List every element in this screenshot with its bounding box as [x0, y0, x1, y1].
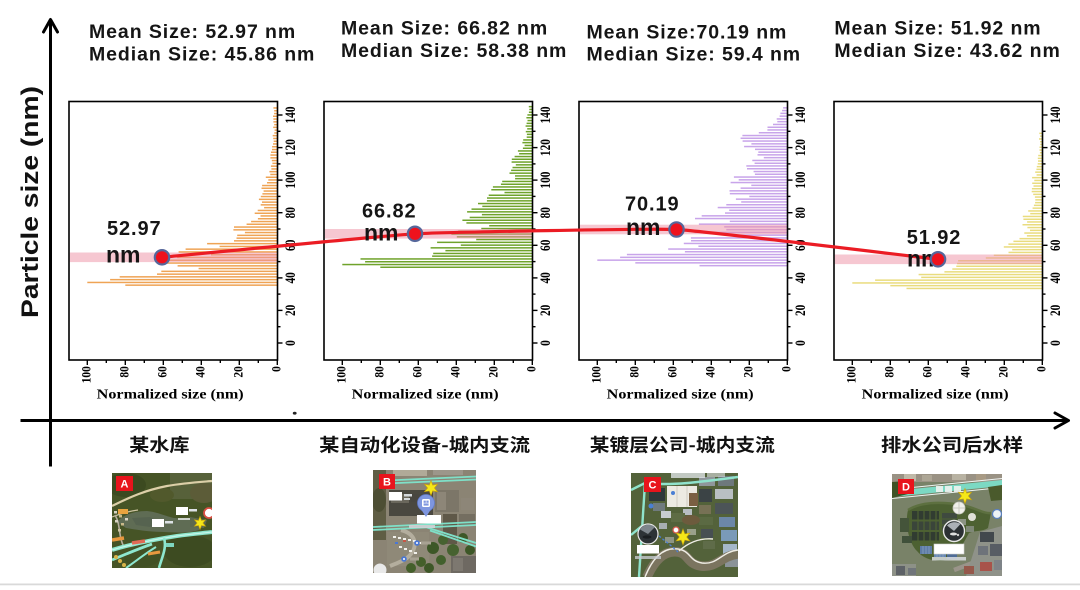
svg-text:100: 100 [1048, 172, 1064, 189]
svg-text:120: 120 [283, 139, 299, 156]
svg-text:80: 80 [626, 366, 641, 377]
svg-text:nm: nm [626, 214, 661, 240]
svg-text:51.92: 51.92 [907, 227, 962, 249]
svg-text:40: 40 [702, 366, 717, 377]
svg-text:60: 60 [919, 366, 934, 377]
svg-text:Mean Size:70.19 nm: Mean Size:70.19 nm [587, 21, 788, 43]
svg-text:100: 100 [793, 172, 809, 189]
svg-text:0: 0 [1048, 340, 1064, 346]
svg-text:80: 80 [116, 366, 131, 377]
svg-text:Median Size: 59.4 nm: Median Size: 59.4 nm [587, 44, 802, 66]
svg-text:80: 80 [881, 366, 896, 377]
svg-text:Median Size: 45.86 nm: Median Size: 45.86 nm [89, 43, 315, 65]
svg-text:20: 20 [485, 366, 500, 377]
svg-text:60: 60 [154, 366, 169, 377]
svg-text:140: 140 [1048, 107, 1064, 124]
svg-text:40: 40 [957, 366, 972, 377]
svg-text:Mean Size: 52.97 nm: Mean Size: 52.97 nm [89, 21, 296, 43]
svg-text:80: 80 [283, 207, 299, 218]
svg-text:100: 100 [588, 366, 603, 383]
svg-text:Normalized size (nm): Normalized size (nm) [97, 387, 244, 402]
svg-text:nm: nm [106, 242, 141, 268]
svg-text:100: 100 [843, 366, 858, 383]
svg-text:B: B [383, 477, 391, 489]
svg-text:Mean Size: 51.92 nm: Mean Size: 51.92 nm [834, 18, 1041, 40]
svg-text:0: 0 [538, 340, 554, 346]
svg-text:80: 80 [1048, 207, 1064, 218]
svg-text:100: 100 [78, 366, 93, 383]
svg-text:120: 120 [793, 139, 809, 156]
svg-text:40: 40 [192, 366, 207, 377]
svg-text:20: 20 [793, 305, 809, 316]
svg-text:20: 20 [995, 366, 1010, 377]
svg-text:D: D [902, 482, 910, 494]
svg-text:40: 40 [447, 366, 462, 377]
svg-text:60: 60 [1048, 240, 1064, 251]
svg-text:C: C [649, 480, 657, 492]
svg-text:100: 100 [333, 366, 348, 383]
svg-text:40: 40 [538, 272, 554, 283]
svg-text:120: 120 [1048, 139, 1064, 156]
svg-text:20: 20 [538, 305, 554, 316]
svg-text:40: 40 [283, 272, 299, 283]
svg-text:70.19: 70.19 [625, 194, 680, 216]
svg-text:80: 80 [793, 207, 809, 218]
svg-text:52.97: 52.97 [107, 218, 162, 240]
svg-text:0: 0 [778, 366, 793, 372]
svg-text:60: 60 [409, 366, 424, 377]
svg-text:140: 140 [538, 107, 554, 124]
svg-text:20: 20 [230, 366, 245, 377]
svg-text:80: 80 [371, 366, 386, 377]
svg-text:0: 0 [283, 340, 299, 346]
svg-text:0: 0 [268, 366, 283, 372]
svg-text:A: A [121, 479, 129, 491]
svg-text:100: 100 [283, 172, 299, 189]
svg-text:Mean Size: 66.82 nm: Mean Size: 66.82 nm [341, 18, 548, 40]
svg-text:Normalized size (nm): Normalized size (nm) [862, 387, 1009, 402]
svg-text:60: 60 [538, 240, 554, 251]
svg-text:80: 80 [538, 207, 554, 218]
svg-text:Particle size (nm): Particle size (nm) [17, 86, 44, 318]
svg-text:Median Size: 58.38 nm: Median Size: 58.38 nm [341, 40, 567, 62]
svg-text:0: 0 [1033, 366, 1048, 372]
svg-text:Normalized size (nm): Normalized size (nm) [352, 387, 499, 402]
svg-text:40: 40 [1048, 272, 1064, 283]
svg-text:60: 60 [793, 240, 809, 251]
svg-text:20: 20 [1048, 305, 1064, 316]
svg-text:Normalized size (nm): Normalized size (nm) [607, 387, 754, 402]
svg-text:Median Size: 43.62 nm: Median Size: 43.62 nm [834, 40, 1060, 62]
svg-text:100: 100 [538, 172, 554, 189]
svg-text:140: 140 [283, 107, 299, 124]
svg-text:20: 20 [283, 305, 299, 316]
svg-text:0: 0 [793, 340, 809, 346]
svg-text:40: 40 [793, 272, 809, 283]
svg-text:120: 120 [538, 139, 554, 156]
svg-text:nm: nm [364, 220, 399, 246]
svg-text:140: 140 [793, 107, 809, 124]
svg-text:0: 0 [523, 366, 538, 372]
svg-text:60: 60 [664, 366, 679, 377]
svg-text:20: 20 [740, 366, 755, 377]
svg-text:66.82: 66.82 [362, 201, 417, 223]
